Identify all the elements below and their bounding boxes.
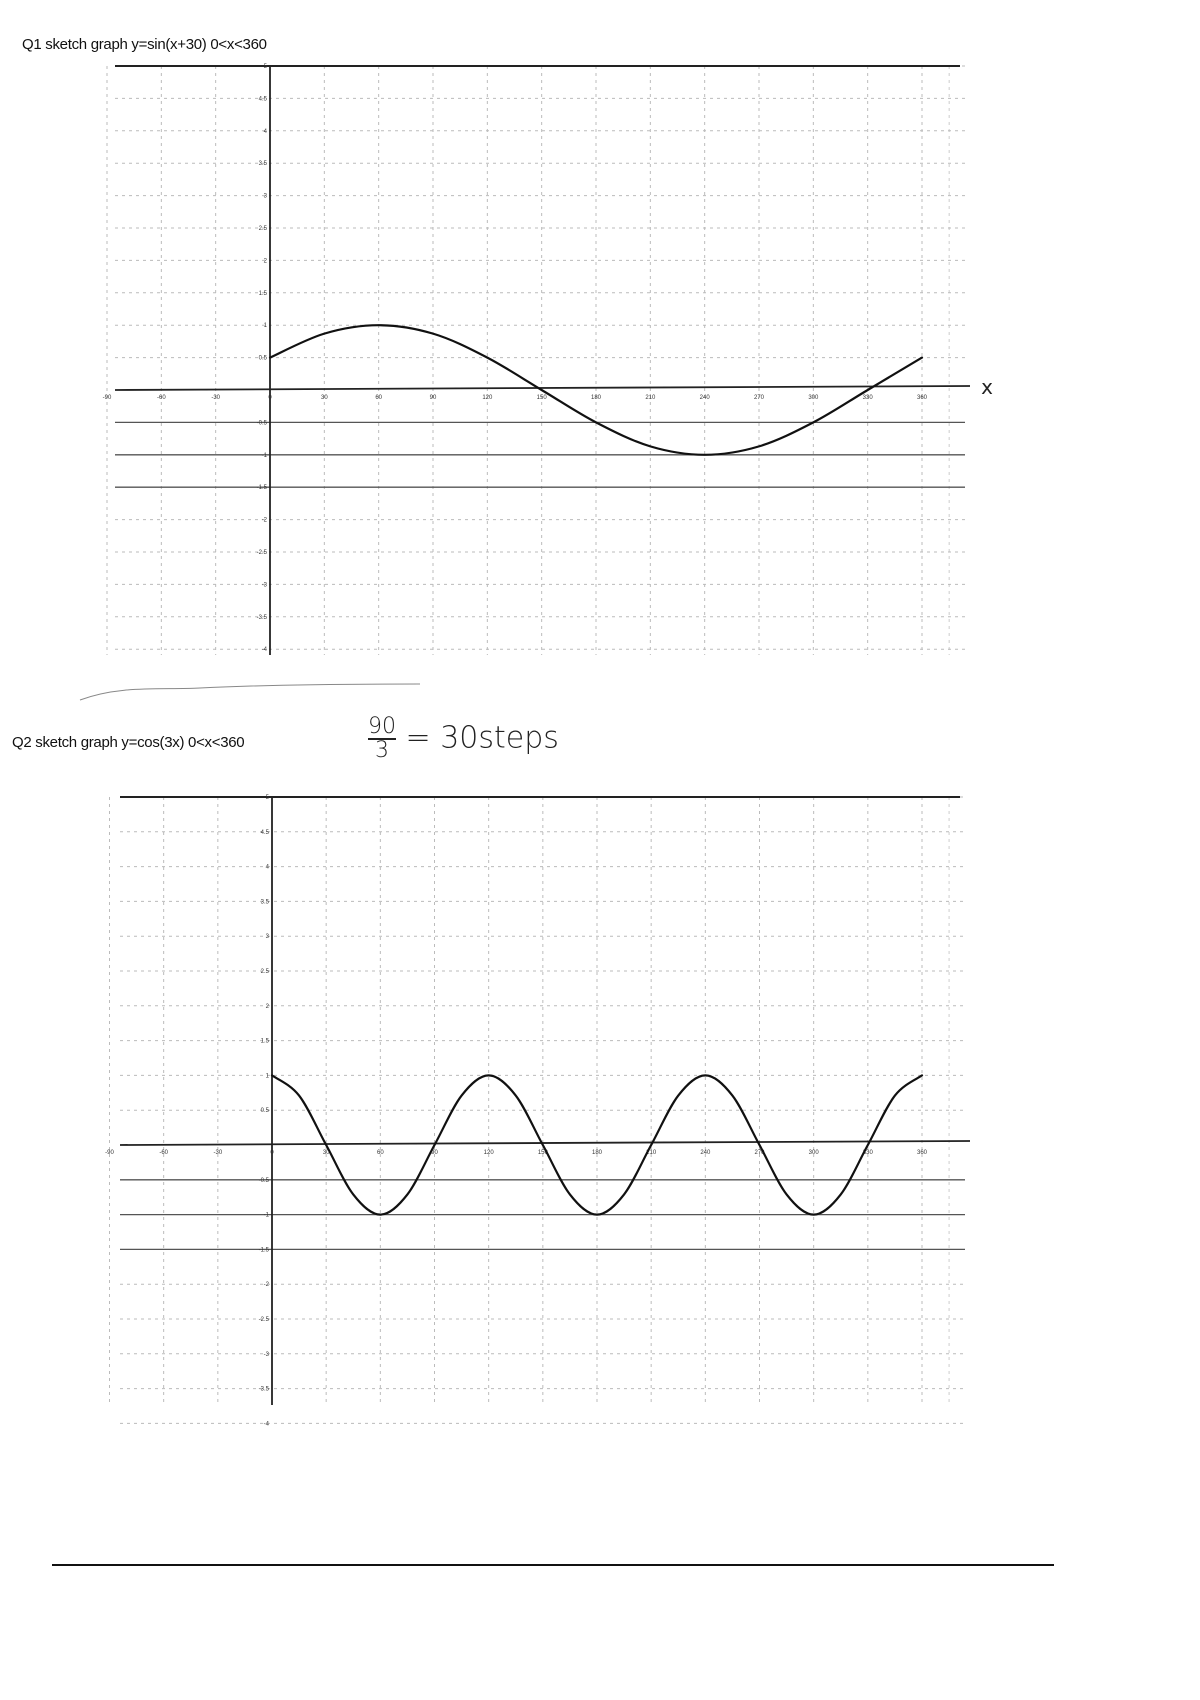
- y-tick-label: -2: [264, 1282, 270, 1288]
- y-tick-label: -3.5: [257, 615, 268, 621]
- y-tick-label: -0.5: [259, 1178, 270, 1184]
- y-tick-label: 1: [264, 323, 268, 329]
- x-tick-label: -30: [211, 395, 220, 401]
- y-tick-label: 5: [264, 64, 268, 70]
- y-tick-label: -1: [264, 1213, 270, 1219]
- x-tick-label: 210: [645, 395, 656, 401]
- x-tick-label: 120: [484, 1150, 495, 1156]
- x-tick-label: 60: [377, 1150, 384, 1156]
- x-tick-label: 300: [808, 395, 819, 401]
- y-tick-label: 3.5: [261, 899, 270, 905]
- x-tick-label: 90: [431, 1150, 438, 1156]
- y-tick-label: 0.5: [261, 1108, 270, 1114]
- pen-stroke: [79, 683, 421, 701]
- x-tick-label: 270: [754, 1150, 765, 1156]
- y-tick-label: 4: [266, 865, 270, 871]
- y-tick-label: 3: [266, 934, 270, 940]
- x-tick-label: 150: [538, 1150, 549, 1156]
- x-tick-label: -90: [103, 395, 112, 401]
- x-tick-label: 270: [754, 395, 765, 401]
- y-tick-label: -2: [262, 518, 268, 524]
- y-tick-label: -1.5: [257, 485, 268, 491]
- q2-prompt: Q2 sketch graph y=cos(3x) 0<x<360: [12, 734, 245, 751]
- y-tick-label: 1.5: [259, 291, 268, 297]
- y-tick-label: 2: [264, 258, 268, 264]
- x-tick-label: 180: [592, 1150, 603, 1156]
- x-tick-label: 180: [591, 395, 602, 401]
- x-tick-label: -60: [157, 395, 166, 401]
- y-tick-label: 4.5: [259, 96, 268, 102]
- divider: [52, 1564, 1054, 1566]
- x-tick-label: 240: [700, 1150, 711, 1156]
- x-axis: [119, 1140, 971, 1146]
- x-tick-label: 300: [809, 1150, 820, 1156]
- curve-line: [270, 1074, 924, 1216]
- x-tick-label: 360: [917, 395, 928, 401]
- q1-prompt: Q1 sketch graph y=sin(x+30) 0<x<360: [22, 36, 267, 53]
- chart-1: -90 -60 -30 0 30 60 90 120 150 180 210 240 270 300 330…: [103, 64, 993, 655]
- y-tick-label: 4.5: [261, 830, 270, 836]
- chart-2: -90 -60 -30 0 30 60 90 120 150 180 210 240 270 300 330…: [105, 795, 971, 1427]
- y-tick-label: -4: [264, 1421, 270, 1427]
- y-tick-label: 5: [266, 795, 270, 801]
- numerator: 90: [368, 714, 396, 740]
- y-tick-label: -1: [262, 453, 268, 459]
- y-tick-label: 3.5: [259, 161, 268, 167]
- y-tick-label: -2.5: [259, 1317, 270, 1323]
- x-tick-label: 0: [270, 1150, 274, 1156]
- x-tick-label: 60: [375, 395, 382, 401]
- x-tick-label: 0: [268, 395, 272, 401]
- x-tick-label: 150: [537, 395, 548, 401]
- y-tick-label: 3: [264, 194, 268, 200]
- x-tick-label: 120: [482, 395, 493, 401]
- y-tick-label: -3: [262, 582, 268, 588]
- fraction: 90 3: [368, 716, 396, 762]
- x-tick-label: 210: [646, 1150, 657, 1156]
- y-tick-label: -2.5: [257, 550, 268, 556]
- denominator: 3: [375, 738, 389, 763]
- x-tick-label: -30: [213, 1150, 222, 1156]
- y-tick-label: 4: [264, 129, 268, 135]
- y-tick-label: 0.5: [259, 356, 268, 362]
- y-tick-label: 1.5: [261, 1039, 270, 1045]
- note-text: = 30steps: [405, 720, 559, 756]
- x-tick-label: -60: [159, 1150, 168, 1156]
- x-tick-label: 330: [863, 1150, 874, 1156]
- x-tick-label: 240: [700, 395, 711, 401]
- y-tick-label: -4: [262, 647, 268, 653]
- x-tick-label: 30: [323, 1150, 330, 1156]
- y-tick-label: -3.5: [259, 1387, 270, 1393]
- y-tick-label: -0.5: [257, 420, 268, 426]
- x-axis: [114, 385, 971, 391]
- x-tick-label: 330: [863, 395, 874, 401]
- y-tick-label: -3: [264, 1352, 270, 1358]
- x-tick-label: 360: [917, 1150, 928, 1156]
- handwritten-note: 90 3 = 30steps: [368, 716, 559, 762]
- x-tick-label: -90: [105, 1150, 114, 1156]
- y-tick-label: 2.5: [261, 969, 270, 975]
- y-tick-label: 2.5: [259, 226, 268, 232]
- x-tick-label: 90: [430, 395, 437, 401]
- x-axis-label: x: [981, 375, 993, 399]
- y-tick-label: -1.5: [259, 1247, 270, 1253]
- x-tick-label: 30: [321, 395, 328, 401]
- y-tick-label: 2: [266, 1004, 270, 1010]
- y-tick-label: 1: [266, 1073, 270, 1079]
